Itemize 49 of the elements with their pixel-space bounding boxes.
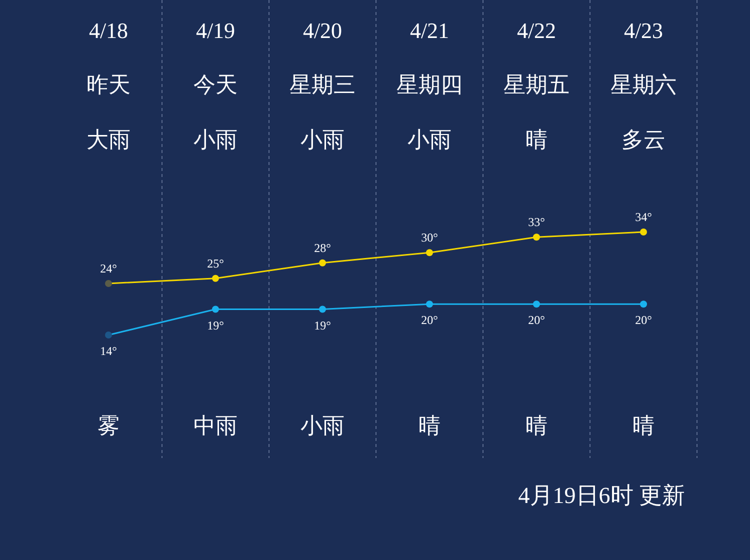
text: 多云 xyxy=(622,127,666,152)
text: 星期四 xyxy=(396,72,462,97)
text: 中雨 xyxy=(194,413,238,438)
data-label: 33° xyxy=(528,215,546,230)
point xyxy=(212,274,219,282)
text: 晴 xyxy=(526,127,548,152)
text: 星期五 xyxy=(504,72,570,97)
data-label: 30° xyxy=(421,230,438,245)
point xyxy=(105,280,112,287)
data-label: 14° xyxy=(100,344,118,358)
text: 晴 xyxy=(632,413,654,438)
text: 昨天 xyxy=(86,72,130,97)
text: 晴 xyxy=(526,413,548,438)
data-label: 20° xyxy=(635,313,652,328)
data-label: 28° xyxy=(314,240,332,255)
point xyxy=(105,332,112,338)
x-tick-label: 4/18 xyxy=(88,18,128,43)
data-label: 25° xyxy=(207,256,224,270)
text: 星期三 xyxy=(290,72,356,97)
text: 星期六 xyxy=(610,72,676,97)
text: 小雨 xyxy=(300,127,344,152)
point xyxy=(212,306,219,313)
x-tick-label: 4/19 xyxy=(196,18,236,43)
point xyxy=(319,306,326,313)
data-label: 34° xyxy=(635,210,652,224)
text: 小雨 xyxy=(408,127,452,152)
point xyxy=(533,300,540,308)
data-label: 20° xyxy=(528,313,546,328)
point xyxy=(319,259,326,266)
data-label: 20° xyxy=(421,313,438,328)
point xyxy=(533,234,540,241)
text: 今天 xyxy=(194,72,238,97)
data-label: 19° xyxy=(207,318,224,332)
data-label: 19° xyxy=(314,318,332,332)
x-tick-label: 4/22 xyxy=(516,18,556,43)
text: 小雨 xyxy=(194,127,238,152)
text: 4月19日6时 更新 xyxy=(518,483,685,508)
point xyxy=(640,300,647,308)
text: 雾 xyxy=(98,413,120,438)
data-label: 24° xyxy=(100,262,118,276)
x-tick-label: 4/20 xyxy=(302,18,342,43)
text: 小雨 xyxy=(300,413,344,438)
point xyxy=(426,300,433,308)
x-tick-label: 4/21 xyxy=(410,18,450,43)
text: 大雨 xyxy=(86,127,130,152)
text: 晴 xyxy=(418,413,440,438)
point xyxy=(640,228,647,236)
x-tick-label: 4/23 xyxy=(624,18,664,43)
point xyxy=(426,249,433,256)
